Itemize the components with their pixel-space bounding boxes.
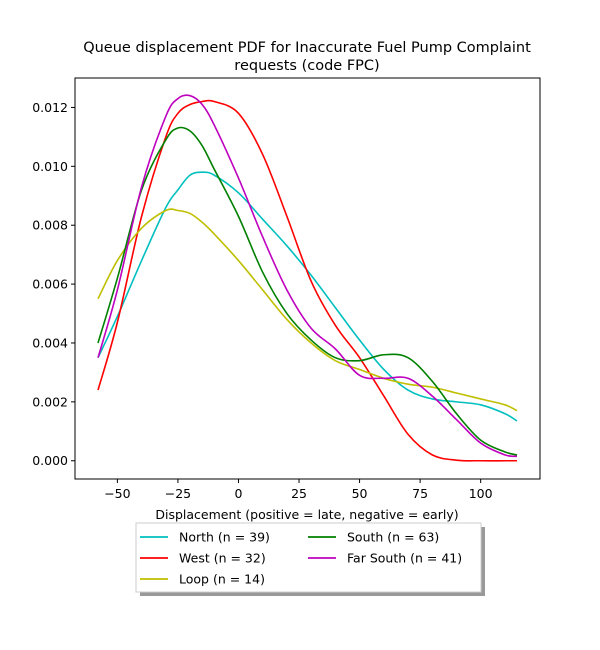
x-tick-label: −25 bbox=[165, 486, 191, 501]
y-tick-label: 0.008 bbox=[32, 218, 68, 233]
x-tick-label: 50 bbox=[352, 486, 368, 501]
x-tick-label: 100 bbox=[469, 486, 493, 501]
x-axis-label: Displacement (positive = late, negative … bbox=[155, 507, 458, 522]
x-tick-label: 25 bbox=[291, 486, 307, 501]
chart-title-line2: requests (code FPC) bbox=[234, 58, 379, 74]
legend-entries: North (n = 39) West (n = 32) Loop (n = 14)… bbox=[140, 530, 462, 587]
legend-label-3: South (n = 63) bbox=[347, 530, 439, 545]
series-line-2 bbox=[97, 208, 518, 412]
series-line-4 bbox=[97, 94, 518, 458]
legend-label-4: Far South (n = 41) bbox=[347, 551, 462, 566]
legend: North (n = 39) West (n = 32) Loop (n = 14)… bbox=[135, 522, 485, 596]
y-tick-label: 0.006 bbox=[32, 277, 68, 292]
y-tick-label: 0.002 bbox=[32, 394, 68, 409]
legend-label-1: West (n = 32) bbox=[179, 551, 266, 566]
series-line-3 bbox=[97, 126, 518, 456]
x-tick-label: 0 bbox=[235, 486, 243, 501]
y-axis: 0.000 0.002 0.004 0.006 0.008 0.010 0.012 bbox=[32, 100, 75, 468]
series-line-0 bbox=[97, 171, 518, 422]
y-tick-label: 0.000 bbox=[32, 453, 68, 468]
series-line-1 bbox=[97, 99, 517, 462]
x-tick-label: 75 bbox=[412, 486, 428, 501]
y-tick-label: 0.012 bbox=[32, 100, 68, 115]
plot-frame bbox=[74, 77, 541, 480]
legend-label-2: Loop (n = 14) bbox=[179, 572, 265, 587]
plot-series bbox=[97, 94, 518, 462]
y-tick-label: 0.010 bbox=[32, 159, 68, 174]
x-tick-label: −50 bbox=[104, 486, 130, 501]
x-axis: −50 −25 0 25 50 75 100 bbox=[104, 479, 493, 501]
chart-title-line1: Queue displacement PDF for Inaccurate Fu… bbox=[83, 40, 531, 56]
y-tick-label: 0.004 bbox=[32, 335, 68, 350]
legend-label-0: North (n = 39) bbox=[179, 530, 270, 545]
